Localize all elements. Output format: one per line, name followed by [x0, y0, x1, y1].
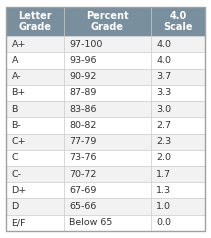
Bar [6, 52, 64, 69]
Bar [151, 134, 205, 150]
Bar [151, 215, 205, 231]
Text: C-: C- [12, 170, 22, 178]
Text: 93-96: 93-96 [69, 56, 97, 65]
Bar [151, 7, 205, 36]
Text: 80-82: 80-82 [69, 121, 96, 130]
Bar [64, 215, 151, 231]
Bar [151, 150, 205, 166]
Bar [6, 117, 64, 134]
Text: B+: B+ [12, 89, 26, 98]
Bar [64, 7, 151, 36]
Bar [151, 117, 205, 134]
Text: 87-89: 87-89 [69, 89, 96, 98]
Text: A: A [12, 56, 18, 65]
Bar [6, 85, 64, 101]
Bar [151, 182, 205, 198]
Text: Percent
Grade: Percent Grade [86, 11, 129, 32]
Bar [6, 69, 64, 85]
Text: 73-76: 73-76 [69, 153, 97, 162]
Bar [6, 134, 64, 150]
Text: D+: D+ [12, 186, 27, 195]
Text: 4.0: 4.0 [156, 56, 171, 65]
Text: 3.7: 3.7 [156, 72, 172, 81]
Text: A-: A- [12, 72, 21, 81]
Bar [6, 7, 64, 36]
Text: 0.0: 0.0 [156, 218, 171, 227]
Bar [64, 150, 151, 166]
Bar [6, 150, 64, 166]
Text: 2.3: 2.3 [156, 137, 172, 146]
Text: 77-79: 77-79 [69, 137, 96, 146]
Text: 3.3: 3.3 [156, 89, 172, 98]
Bar [64, 166, 151, 182]
Bar [64, 101, 151, 117]
Bar [64, 134, 151, 150]
Text: 1.7: 1.7 [156, 170, 171, 178]
Bar [64, 36, 151, 52]
Bar [6, 215, 64, 231]
Bar [151, 198, 205, 215]
Text: 2.7: 2.7 [156, 121, 171, 130]
Bar [64, 85, 151, 101]
Bar [151, 166, 205, 182]
Bar [6, 36, 64, 52]
Bar [151, 52, 205, 69]
Text: D: D [12, 202, 19, 211]
Text: 3.0: 3.0 [156, 105, 172, 114]
Text: Letter
Grade: Letter Grade [18, 11, 52, 32]
Text: 67-69: 67-69 [69, 186, 96, 195]
Bar [6, 101, 64, 117]
Bar [64, 182, 151, 198]
Bar [64, 69, 151, 85]
Text: 90-92: 90-92 [69, 72, 96, 81]
Text: C: C [12, 153, 18, 162]
Text: E/F: E/F [12, 218, 26, 227]
Text: B: B [12, 105, 18, 114]
Bar [151, 69, 205, 85]
Text: 4.0
Scale: 4.0 Scale [163, 11, 193, 32]
Text: 70-72: 70-72 [69, 170, 96, 178]
Text: 1.3: 1.3 [156, 186, 172, 195]
Text: B-: B- [12, 121, 21, 130]
Bar [64, 52, 151, 69]
Text: 4.0: 4.0 [156, 40, 171, 49]
Text: 97-100: 97-100 [69, 40, 103, 49]
Bar [6, 198, 64, 215]
Bar [151, 36, 205, 52]
Text: 1.0: 1.0 [156, 202, 171, 211]
Text: 83-86: 83-86 [69, 105, 97, 114]
Bar [151, 101, 205, 117]
Bar [6, 166, 64, 182]
Bar [64, 117, 151, 134]
Bar [6, 182, 64, 198]
Text: A+: A+ [12, 40, 26, 49]
Text: 2.0: 2.0 [156, 153, 171, 162]
Bar [151, 85, 205, 101]
Text: Below 65: Below 65 [69, 218, 112, 227]
Text: C+: C+ [12, 137, 26, 146]
Bar [64, 198, 151, 215]
Text: 65-66: 65-66 [69, 202, 96, 211]
